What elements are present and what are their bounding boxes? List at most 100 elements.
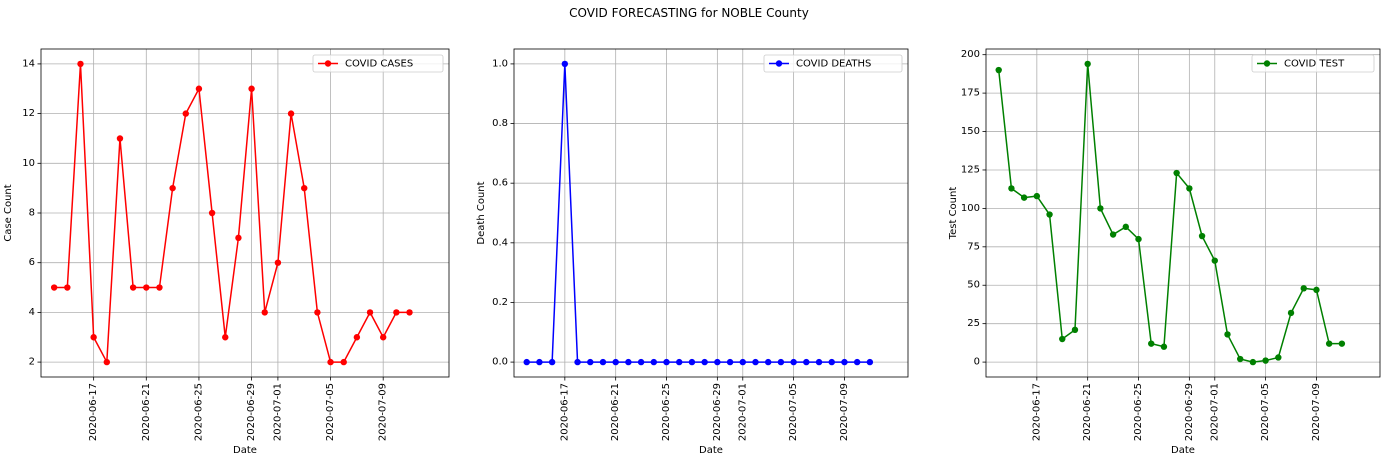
data-point — [50, 284, 58, 291]
data-point — [1249, 358, 1257, 366]
y-tick-label: 0.8 — [492, 118, 508, 129]
data-point — [156, 284, 163, 291]
data-point — [726, 358, 734, 366]
y-tick-label: 0.2 — [492, 297, 508, 308]
x-axis-label: Date — [233, 445, 257, 456]
x-tick-label: 2020-06-29 — [1184, 383, 1195, 441]
y-tick-label: 25 — [967, 318, 980, 329]
y-tick-label: 50 — [967, 280, 980, 291]
data-point — [1033, 192, 1041, 200]
y-tick-label: 4 — [29, 307, 35, 318]
data-point — [274, 259, 282, 266]
x-tick-label: 2020-06-25 — [193, 383, 204, 441]
x-tick-label: 2020-06-21 — [1082, 383, 1093, 441]
data-point — [1008, 185, 1015, 192]
data-point — [625, 358, 632, 366]
data-point — [1160, 343, 1168, 350]
data-point — [599, 358, 607, 366]
data-point — [574, 358, 581, 366]
data-point — [853, 358, 861, 366]
data-point — [1148, 340, 1155, 347]
y-tick-label: 8 — [29, 208, 35, 219]
data-point — [1071, 326, 1079, 334]
data-point — [327, 358, 334, 366]
series-line — [54, 63, 410, 365]
data-point — [1236, 355, 1244, 363]
data-point — [116, 135, 124, 142]
series-line — [526, 63, 870, 363]
data-point — [548, 358, 556, 366]
y-tick-label: 0 — [974, 357, 980, 368]
legend-marker — [1263, 60, 1271, 67]
data-point — [301, 184, 308, 192]
data-point — [169, 184, 176, 192]
x-tick-label: 2020-06-21 — [610, 383, 621, 441]
data-point — [714, 358, 721, 366]
data-point — [393, 309, 400, 316]
legend-label: COVID TEST — [1284, 59, 1345, 70]
x-tick-label: 2020-06-17 — [559, 383, 570, 441]
data-point — [1198, 232, 1206, 240]
data-point — [261, 309, 268, 316]
y-axis-label: Death Count — [476, 181, 487, 244]
legend-box — [763, 54, 903, 73]
data-point — [406, 309, 413, 316]
data-point — [1262, 357, 1269, 364]
data-point — [561, 60, 569, 68]
x-tick-label: 2020-07-05 — [325, 383, 336, 441]
x-tick-label: 2020-07-01 — [1209, 383, 1220, 441]
y-tick-label: 2 — [29, 357, 35, 368]
x-tick-label: 2020-07-01 — [272, 383, 283, 441]
data-point — [90, 334, 97, 341]
y-tick-label: 150 — [961, 126, 980, 137]
data-point — [1224, 331, 1231, 338]
data-point — [1275, 354, 1282, 361]
x-tick-label: 2020-07-01 — [737, 383, 748, 441]
legend-box — [312, 54, 444, 73]
data-point — [587, 358, 594, 366]
data-point — [790, 358, 797, 366]
data-point — [195, 85, 203, 92]
y-tick-label: 100 — [961, 203, 980, 214]
x-tick-label: 2020-07-09 — [839, 383, 850, 441]
data-point — [129, 284, 137, 291]
data-point — [1097, 205, 1104, 212]
y-tick-label: 200 — [961, 49, 980, 60]
axes-frame — [40, 48, 450, 378]
legend-label: COVID CASES — [345, 59, 413, 70]
data-point — [688, 358, 696, 366]
data-point — [1338, 340, 1346, 347]
plot-area — [986, 49, 1380, 377]
data-point — [366, 309, 374, 316]
y-tick-label: 0.4 — [492, 237, 508, 248]
data-point — [1046, 211, 1053, 218]
data-point — [866, 358, 874, 366]
y-axis-label: Case Count — [3, 184, 14, 241]
x-axis-label: Date — [699, 445, 723, 456]
data-point — [828, 358, 835, 366]
axes-frame — [985, 48, 1381, 378]
y-tick-label: 0.0 — [492, 357, 508, 368]
data-point — [1313, 286, 1320, 294]
x-axis-label: Date — [1171, 445, 1195, 456]
plot-area — [514, 49, 908, 377]
data-point — [222, 334, 229, 341]
legend-marker — [324, 60, 332, 67]
data-point — [676, 358, 683, 366]
data-point — [739, 358, 746, 366]
data-point — [248, 85, 255, 92]
y-axis-label: Test Count — [948, 187, 959, 241]
legend-marker — [775, 60, 783, 67]
x-tick-label: 2020-06-29 — [712, 383, 723, 441]
data-point — [663, 358, 670, 366]
data-point — [815, 358, 823, 366]
data-point — [1287, 309, 1295, 317]
data-point — [752, 358, 759, 366]
y-tick-label: 0.6 — [492, 178, 508, 189]
data-point — [1020, 194, 1028, 201]
data-point — [536, 358, 543, 366]
data-point — [1211, 257, 1218, 264]
y-tick-label: 75 — [967, 241, 980, 252]
y-tick-label: 6 — [29, 257, 35, 268]
